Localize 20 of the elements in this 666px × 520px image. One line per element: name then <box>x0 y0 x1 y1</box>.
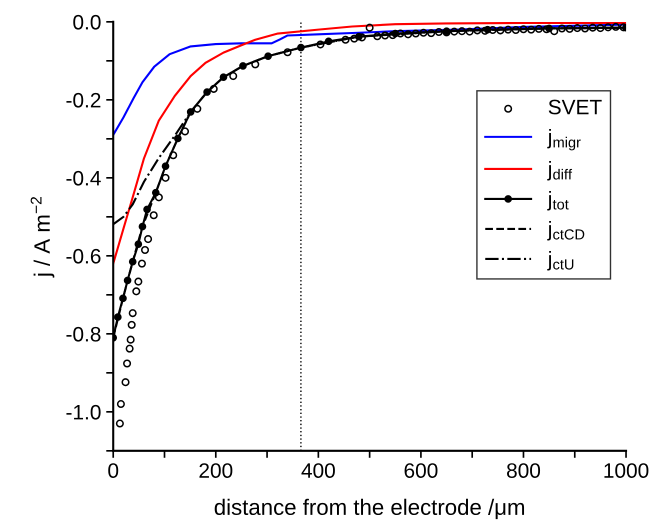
x-tick-label: 600 <box>404 463 438 478</box>
x-tick-label: 0 <box>108 463 118 478</box>
x-tick-label: 200 <box>199 463 232 478</box>
legend-label: j$_{tot}$ <box>547 191 569 210</box>
y-tick-label: -0.4 <box>66 170 101 186</box>
y-tick-label: 0.0 <box>73 14 101 30</box>
x-tick-label: 1000 <box>604 463 648 478</box>
y-axis-title: j / A m$^{−2}$ <box>30 196 54 278</box>
legend-label: j$_{diff}$ <box>547 161 572 180</box>
y-tick-label: -0.6 <box>66 248 100 264</box>
legend-label: j$_{ctU}$ <box>547 251 574 270</box>
legend-label: j$_{ctCD}$ <box>547 221 584 240</box>
x-tick-label: 400 <box>301 463 335 478</box>
y-tick-label: -1.0 <box>66 404 101 420</box>
x-axis-title: distance from the electrode /μm <box>214 498 524 520</box>
y-tick-label: -0.2 <box>66 92 100 108</box>
legend-label: j$_{migr}$ <box>547 128 581 150</box>
x-tick-label: 800 <box>507 463 540 478</box>
legend-label: SVET <box>548 100 602 114</box>
y-tick-label: -0.8 <box>66 326 101 342</box>
